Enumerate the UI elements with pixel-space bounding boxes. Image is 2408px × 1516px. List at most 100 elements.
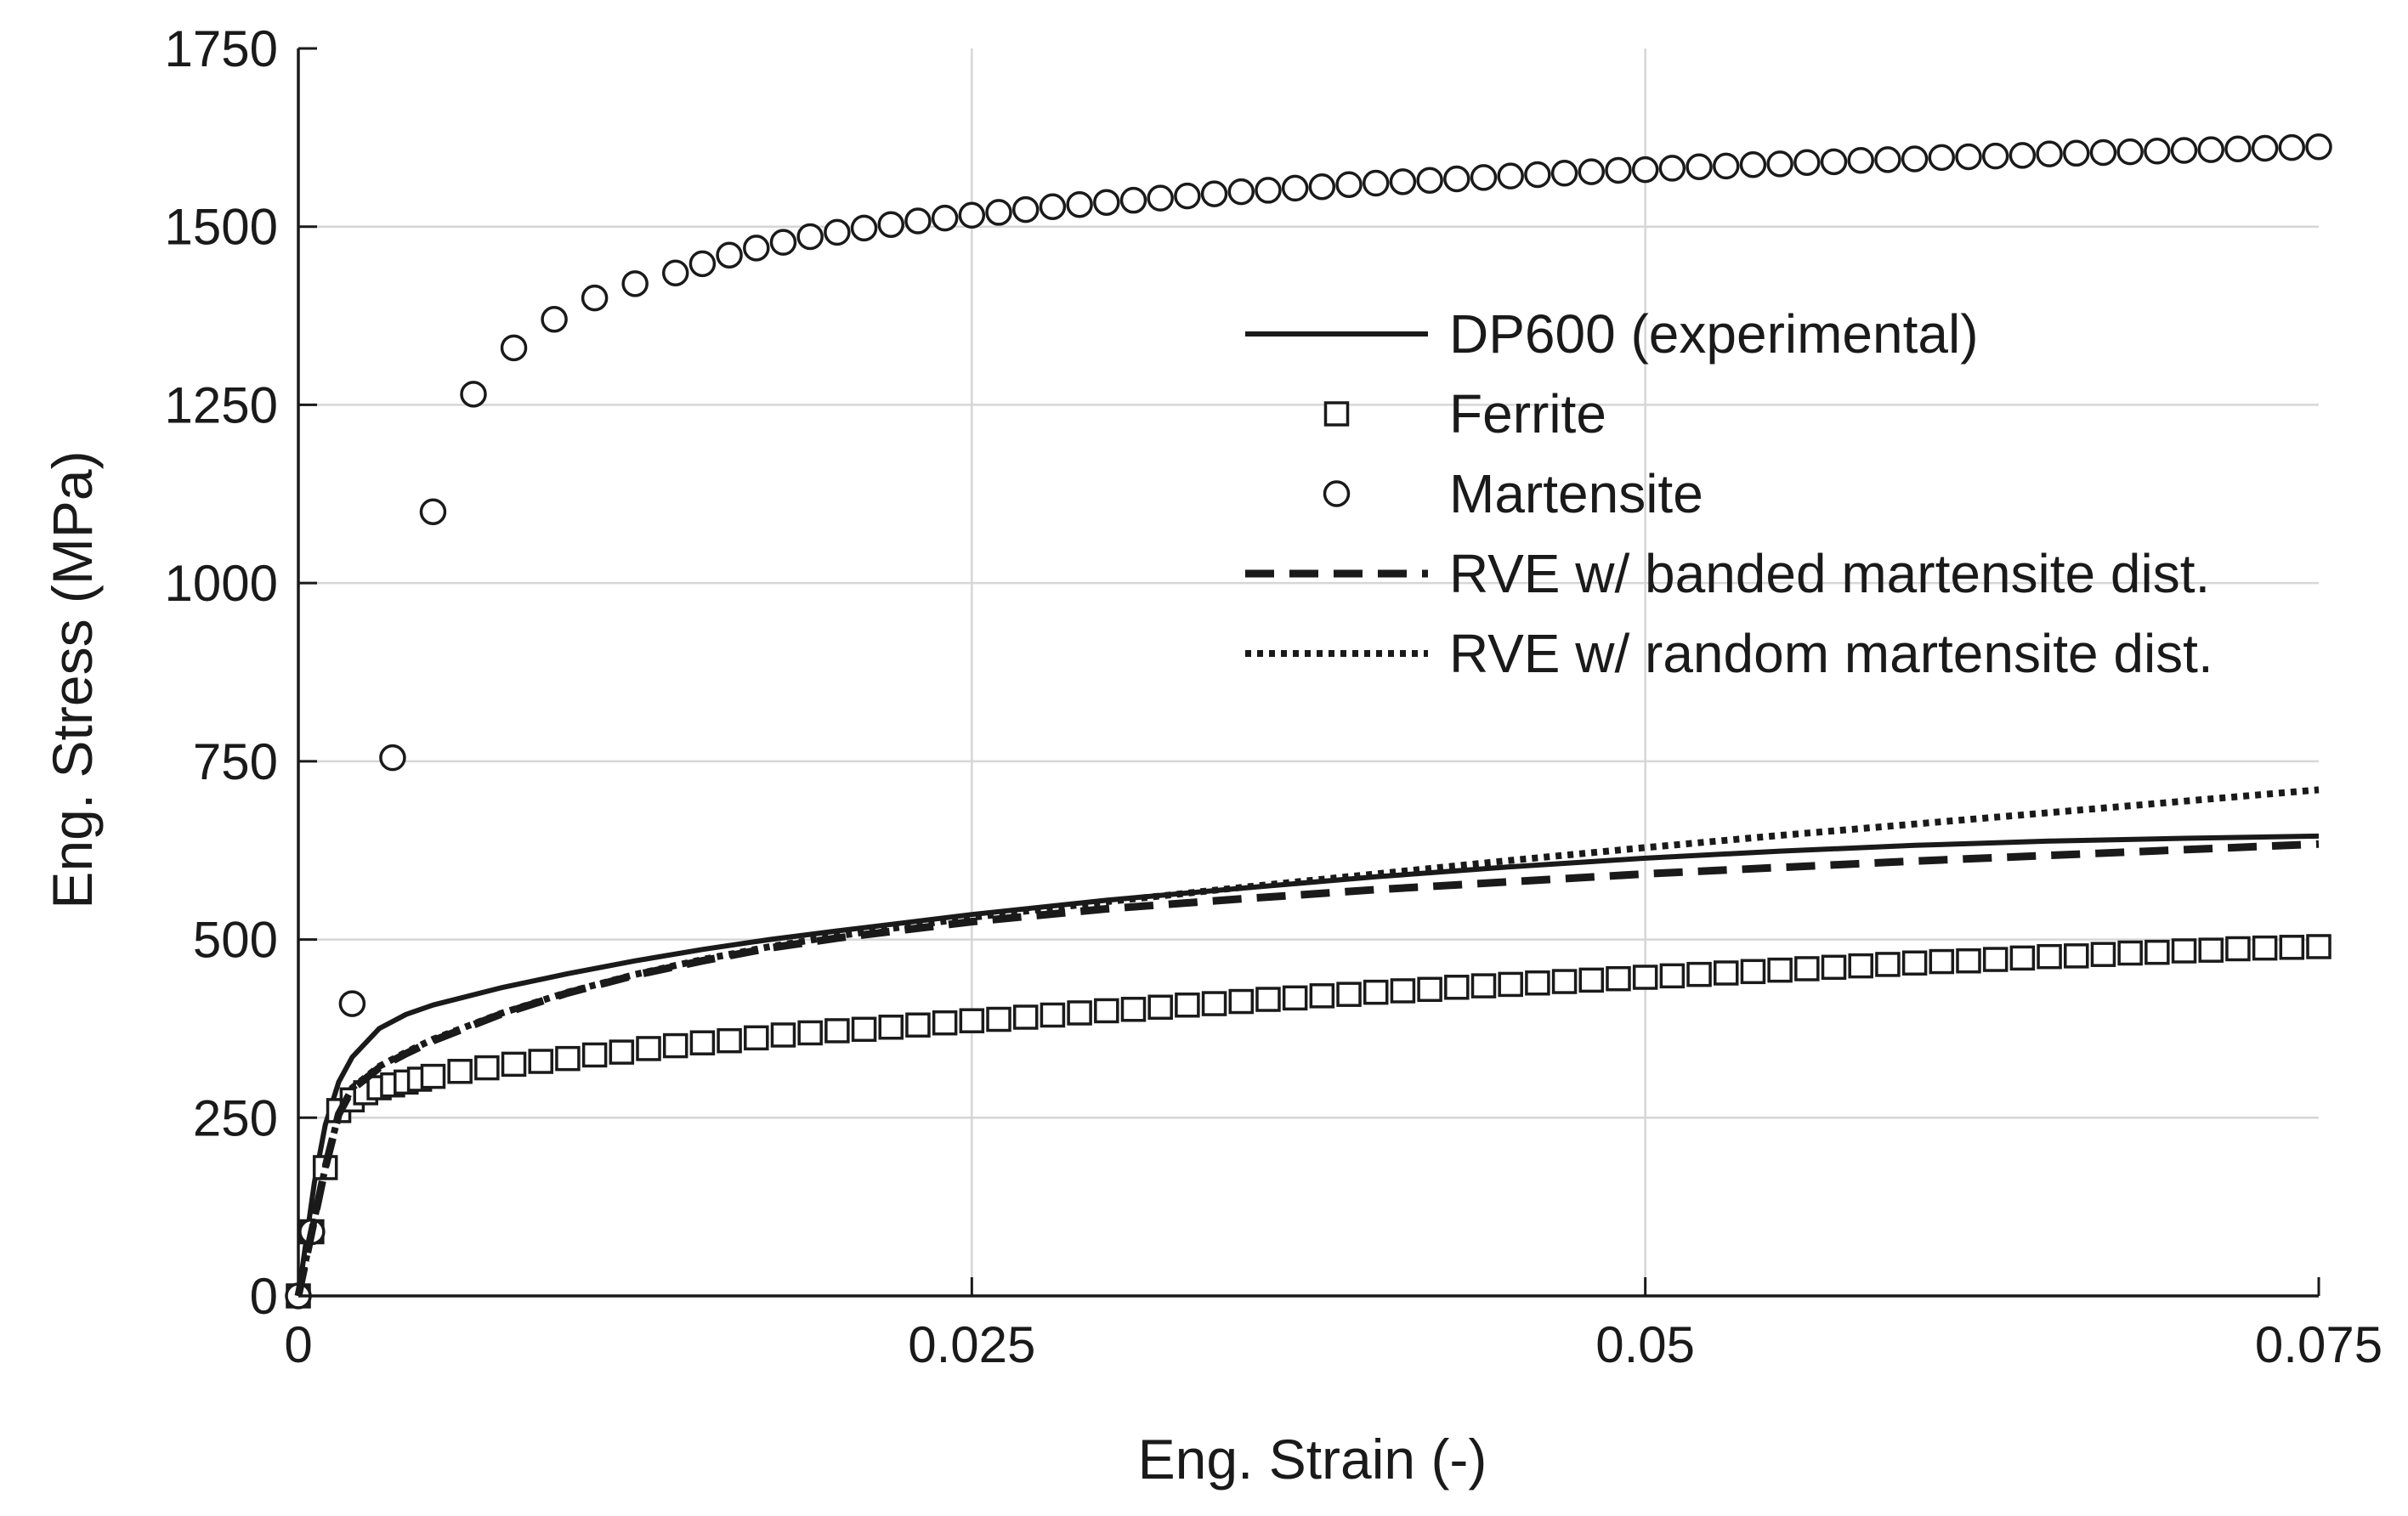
ferrite-point xyxy=(1363,979,1389,1005)
ferrite-point xyxy=(2145,939,2170,965)
ferrite-point xyxy=(2252,935,2278,961)
ferrite-point xyxy=(1525,970,1550,996)
ferrite-point xyxy=(1551,969,1578,994)
martensite-point xyxy=(796,223,824,251)
y-tick-label: 1750 xyxy=(165,20,278,77)
martensite-point xyxy=(2063,139,2090,167)
ferrite-point xyxy=(905,1012,931,1038)
martensite-point xyxy=(1955,143,1982,171)
martensite-point xyxy=(769,229,797,256)
ferrite-point xyxy=(1713,960,1739,986)
ferrite-point xyxy=(824,1018,850,1044)
ferrite-point xyxy=(1390,978,1416,1004)
martensite-point xyxy=(1470,164,1498,191)
ferrite-point xyxy=(1848,953,1873,979)
legend-entry: Martensite xyxy=(1323,463,1703,524)
martensite-point xyxy=(621,270,649,297)
y-tick-label: 500 xyxy=(193,912,278,969)
martensite-point xyxy=(379,744,406,772)
x-tick-label: 0.05 xyxy=(1595,1316,1695,1373)
x-tick-label: 0.025 xyxy=(908,1316,1035,1373)
martensite-point xyxy=(1227,178,1255,206)
axes xyxy=(297,47,2320,1298)
ferrite-point xyxy=(1659,963,1686,989)
ferrite-point xyxy=(959,1008,985,1033)
martensite-point xyxy=(1416,167,1443,194)
ferrite-point xyxy=(1175,992,1200,1018)
martensite-point xyxy=(824,218,851,246)
ferrite-point xyxy=(1040,1002,1066,1028)
ferrite-point xyxy=(1067,1000,1092,1026)
martensite-point xyxy=(1200,180,1228,207)
martensite-point xyxy=(1631,156,1659,184)
martensite-point xyxy=(1981,142,2009,170)
ferrite-point xyxy=(1417,976,1442,1003)
ferrite-point xyxy=(1201,991,1227,1016)
ferrite-point xyxy=(1929,948,1955,975)
martensite-point xyxy=(1362,169,1390,197)
ferrite-point xyxy=(581,1042,608,1068)
martensite-point xyxy=(985,199,1012,226)
ferrite-point xyxy=(447,1059,473,1084)
ferrite-point xyxy=(2090,942,2116,967)
ferrite-point xyxy=(932,1010,958,1036)
ferrite-point xyxy=(1578,967,1605,993)
series-line-dashed xyxy=(294,840,2320,1297)
ferrite-point xyxy=(501,1051,527,1078)
ferrite-point xyxy=(2064,943,2089,969)
x-tick-label: 0 xyxy=(284,1316,312,1373)
ferrite-point xyxy=(878,1015,904,1040)
legend-entry: Ferrite xyxy=(1323,383,1606,444)
martensite-point xyxy=(1901,145,1929,173)
legend-entry: DP600 (experimental) xyxy=(1245,303,1979,365)
ferrite-point xyxy=(1255,987,1281,1012)
legend-label: RVE w/ random martensite dist. xyxy=(1449,623,2213,684)
grid xyxy=(298,48,2319,1296)
martensite-point xyxy=(338,990,366,1017)
y-tick-label: 1000 xyxy=(165,555,278,612)
martensite-point xyxy=(661,259,689,286)
y-tick-label: 0 xyxy=(250,1268,278,1325)
martensite-point xyxy=(2251,134,2279,162)
martensite-point xyxy=(1550,160,1578,187)
ferrite-point xyxy=(1956,948,1981,974)
martensite-point xyxy=(1524,161,1551,189)
legend-label: Ferrite xyxy=(1449,383,1606,444)
ferrite-point xyxy=(2009,945,2036,971)
martensite-point xyxy=(2116,138,2144,166)
ferrite-point xyxy=(1012,1004,1039,1030)
ferrite-point xyxy=(528,1049,553,1074)
martensite-point xyxy=(1093,189,1120,216)
ferrite-point xyxy=(2037,943,2062,970)
y-tick-label: 1250 xyxy=(165,376,278,433)
martensite-point xyxy=(931,204,959,232)
martensite-point xyxy=(1039,193,1067,220)
martensite-point xyxy=(1793,149,1821,176)
martensite-point xyxy=(1281,174,1309,202)
martensite-point xyxy=(1011,195,1040,223)
ferrite-point xyxy=(1120,997,1147,1022)
ferrite-point xyxy=(474,1055,500,1081)
martensite-point xyxy=(1739,150,1767,178)
ferrite-point xyxy=(1767,957,1793,983)
ferrite-point xyxy=(2198,937,2224,963)
martensite-point xyxy=(1605,156,1632,184)
legend-swatch-circle xyxy=(1323,480,1351,507)
ferrite-point xyxy=(717,1027,742,1054)
ferrite-point xyxy=(1336,981,1362,1007)
ferrite-point xyxy=(636,1036,661,1061)
series-layer xyxy=(285,133,2332,1310)
martensite-point xyxy=(1712,152,1740,180)
y-tick-label: 1500 xyxy=(165,199,278,256)
martensite-point xyxy=(2170,137,2198,164)
legend-entry: RVE w/ random martensite dist. xyxy=(1245,623,2213,684)
martensite-point xyxy=(1066,190,1093,218)
martensite-point xyxy=(2089,139,2117,167)
martensite-point xyxy=(581,284,609,312)
ferrite-point xyxy=(1821,954,1847,981)
martensite-point xyxy=(1255,177,1282,204)
martensite-point xyxy=(1389,168,1417,195)
ferrite-point xyxy=(609,1039,635,1065)
